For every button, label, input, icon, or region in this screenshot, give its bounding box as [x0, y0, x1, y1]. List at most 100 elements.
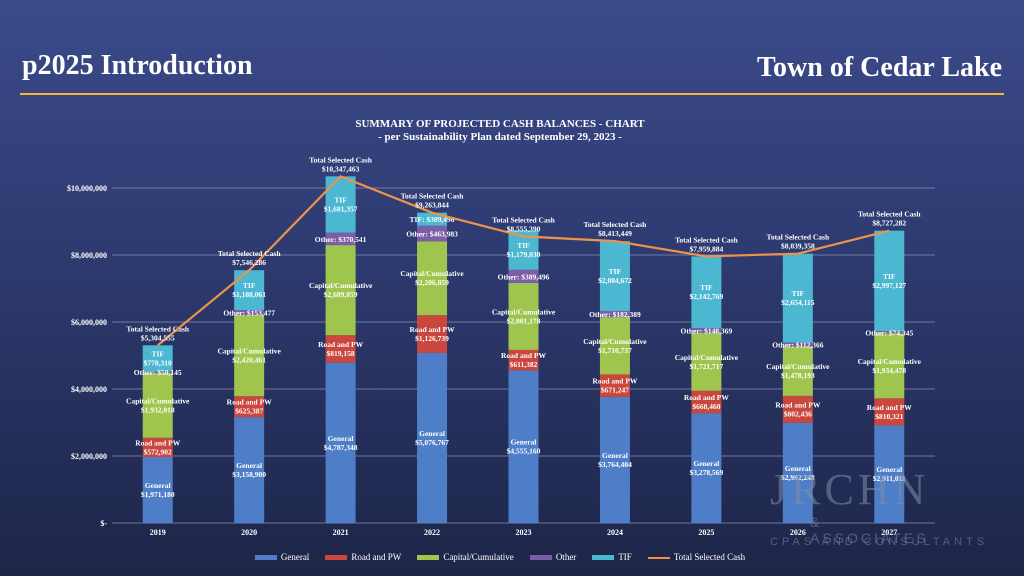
total-label-name: Total Selected Cash: [218, 249, 281, 258]
bar-road-and-pw-2022: [417, 315, 448, 353]
data-label-value: $4,555,160: [507, 447, 541, 456]
data-label-name: TIF: [609, 267, 622, 276]
total-label-value: $7,959,884: [690, 244, 724, 253]
bar-tif-2026: [782, 253, 813, 343]
total-label-value: $8,727,282: [872, 219, 906, 228]
y-tick-label: $10,000,000: [67, 184, 107, 193]
data-label-name: Road and PW: [410, 325, 456, 334]
bar-capital-cumulative-2020: [234, 315, 265, 397]
data-label-value: $668,460: [692, 402, 720, 411]
data-label-other: Other: $148,369: [681, 327, 733, 336]
y-tick-label: $2,000,000: [71, 452, 107, 461]
data-label-other: Other: $389,496: [498, 272, 550, 281]
bar-other-2020: [234, 309, 265, 316]
legend-item-tif: TIF: [592, 552, 632, 562]
total-label-value: $8,413,449: [598, 229, 632, 238]
chart-title: SUMMARY OF PROJECTED CASH BALANCES - CHA…: [355, 118, 645, 130]
bar-capital-cumulative-2023: [508, 282, 539, 350]
legend-swatch: [254, 555, 277, 561]
x-tick-label: 2025: [698, 528, 714, 537]
legend-label: Road and PW: [351, 552, 402, 562]
data-label-value: $3,278,569: [690, 468, 724, 477]
bar-capital-cumulative-2021: [325, 245, 356, 336]
data-label-value: $2,001,178: [507, 316, 541, 325]
bar-other-2021: [325, 232, 356, 246]
total-label-value: $9,263,844: [415, 201, 449, 210]
legend-item-capital-cumulative: Capital/Cumulative: [417, 552, 514, 562]
bar-other-2027: [874, 331, 905, 334]
y-tick-label: $4,000,000: [71, 385, 107, 394]
data-label-name: Capital/Cumulative: [217, 347, 281, 356]
bar-tif-2027: [874, 230, 905, 332]
bar-general-2027: [874, 425, 905, 523]
data-label-name: TIF: [517, 241, 530, 250]
y-tick-label: $8,000,000: [71, 251, 107, 260]
data-label-value: $802,436: [784, 409, 812, 418]
x-tick-label: 2027: [881, 528, 897, 537]
watermark-tagline: CPAS AND CONSULTANTS: [770, 536, 989, 548]
data-label-other: Other: $370,541: [315, 235, 367, 244]
legend-swatch: [592, 555, 615, 561]
data-label-name: Road and PW: [318, 340, 364, 349]
legend-line-swatch: [647, 556, 670, 559]
data-label-value: $2,142,769: [690, 292, 724, 301]
data-label-value: $4,787,348: [324, 443, 358, 452]
data-label-other: Other: $182,389: [589, 310, 641, 319]
legend-label: Capital/Cumulative: [443, 552, 514, 562]
data-label-value: $625,387: [235, 407, 263, 416]
chart-subtitle: - per Sustainability Plan dated Septembe…: [378, 131, 622, 143]
x-tick-label: 2022: [424, 528, 440, 537]
bar-tif-2020: [234, 270, 265, 310]
data-label-name: General: [419, 429, 445, 438]
data-label-other: Other: $50,145: [134, 368, 182, 377]
legend-label: TIF: [618, 552, 632, 562]
legend-label: Total Selected Cash: [673, 552, 746, 562]
bar-capital-cumulative-2019: [142, 373, 173, 438]
data-label-value: $2,420,461: [232, 356, 266, 365]
organization-name: Town of Cedar Lake: [756, 52, 1002, 83]
bar-capital-cumulative-2027: [874, 333, 905, 399]
data-label-other: Other: $74,345: [865, 328, 913, 337]
data-label-value: $1,971,180: [141, 490, 175, 499]
bar-road-and-pw-2023: [508, 349, 539, 371]
data-label-value: $2,992,248: [781, 473, 815, 482]
bar-tif-2019: [142, 345, 173, 372]
stacked-bar-chart: $- $2,000,000 $4,000,000 $6,000,000 $8,000,0…: [67, 164, 935, 537]
data-label-value: $3,158,900: [232, 470, 266, 479]
bar-capital-cumulative-2022: [417, 241, 448, 316]
page-title: p2025 Introduction: [22, 50, 253, 81]
data-label-name: Road and PW: [775, 400, 821, 409]
bar-general-2026: [782, 422, 813, 523]
total-label-name: Total Selected Cash: [401, 192, 464, 201]
data-label-name: General: [145, 481, 171, 490]
data-label-name: General: [511, 438, 537, 447]
bar-other-2026: [782, 342, 813, 347]
bar-road-and-pw-2025: [691, 390, 722, 414]
legend-swatch: [529, 555, 552, 561]
total-label-value: $5,304,555: [141, 333, 175, 342]
y-tick-label: $-: [100, 519, 107, 528]
data-label-value: $5,076,767: [415, 438, 449, 447]
data-label-name: General: [602, 451, 628, 460]
legend-item-total-selected-cash: Total Selected Cash: [647, 552, 746, 562]
bar-other-2024: [599, 310, 630, 318]
data-label-value: $1,478,193: [781, 371, 815, 380]
data-label-name: General: [693, 459, 719, 468]
data-label-value: $1,710,737: [598, 346, 632, 355]
data-label-value: $2,084,672: [598, 276, 632, 285]
bar-other-2022: [417, 225, 448, 242]
x-tick-label: 2020: [241, 528, 257, 537]
data-label-name: General: [328, 434, 354, 443]
bar-road-and-pw-2020: [234, 396, 265, 418]
total-label-value: $10,347,463: [322, 164, 360, 173]
chart-title-block: SUMMARY OF PROJECTED CASH BALANCES - CHA…: [0, 118, 1000, 144]
total-label-name: Total Selected Cash: [126, 324, 189, 333]
data-label-name: Capital/Cumulative: [675, 353, 739, 362]
data-label-name: Capital/Cumulative: [766, 362, 830, 371]
bar-other-2025: [691, 328, 722, 334]
firm-watermark: JRCHN & ASSOCIATES CPAS AND CONSULTANTS: [770, 468, 984, 549]
bar-tif-2022: [417, 212, 448, 226]
data-label-name: Road and PW: [867, 403, 913, 412]
legend-swatch: [325, 555, 348, 561]
data-label-name: TIF: [700, 283, 713, 292]
